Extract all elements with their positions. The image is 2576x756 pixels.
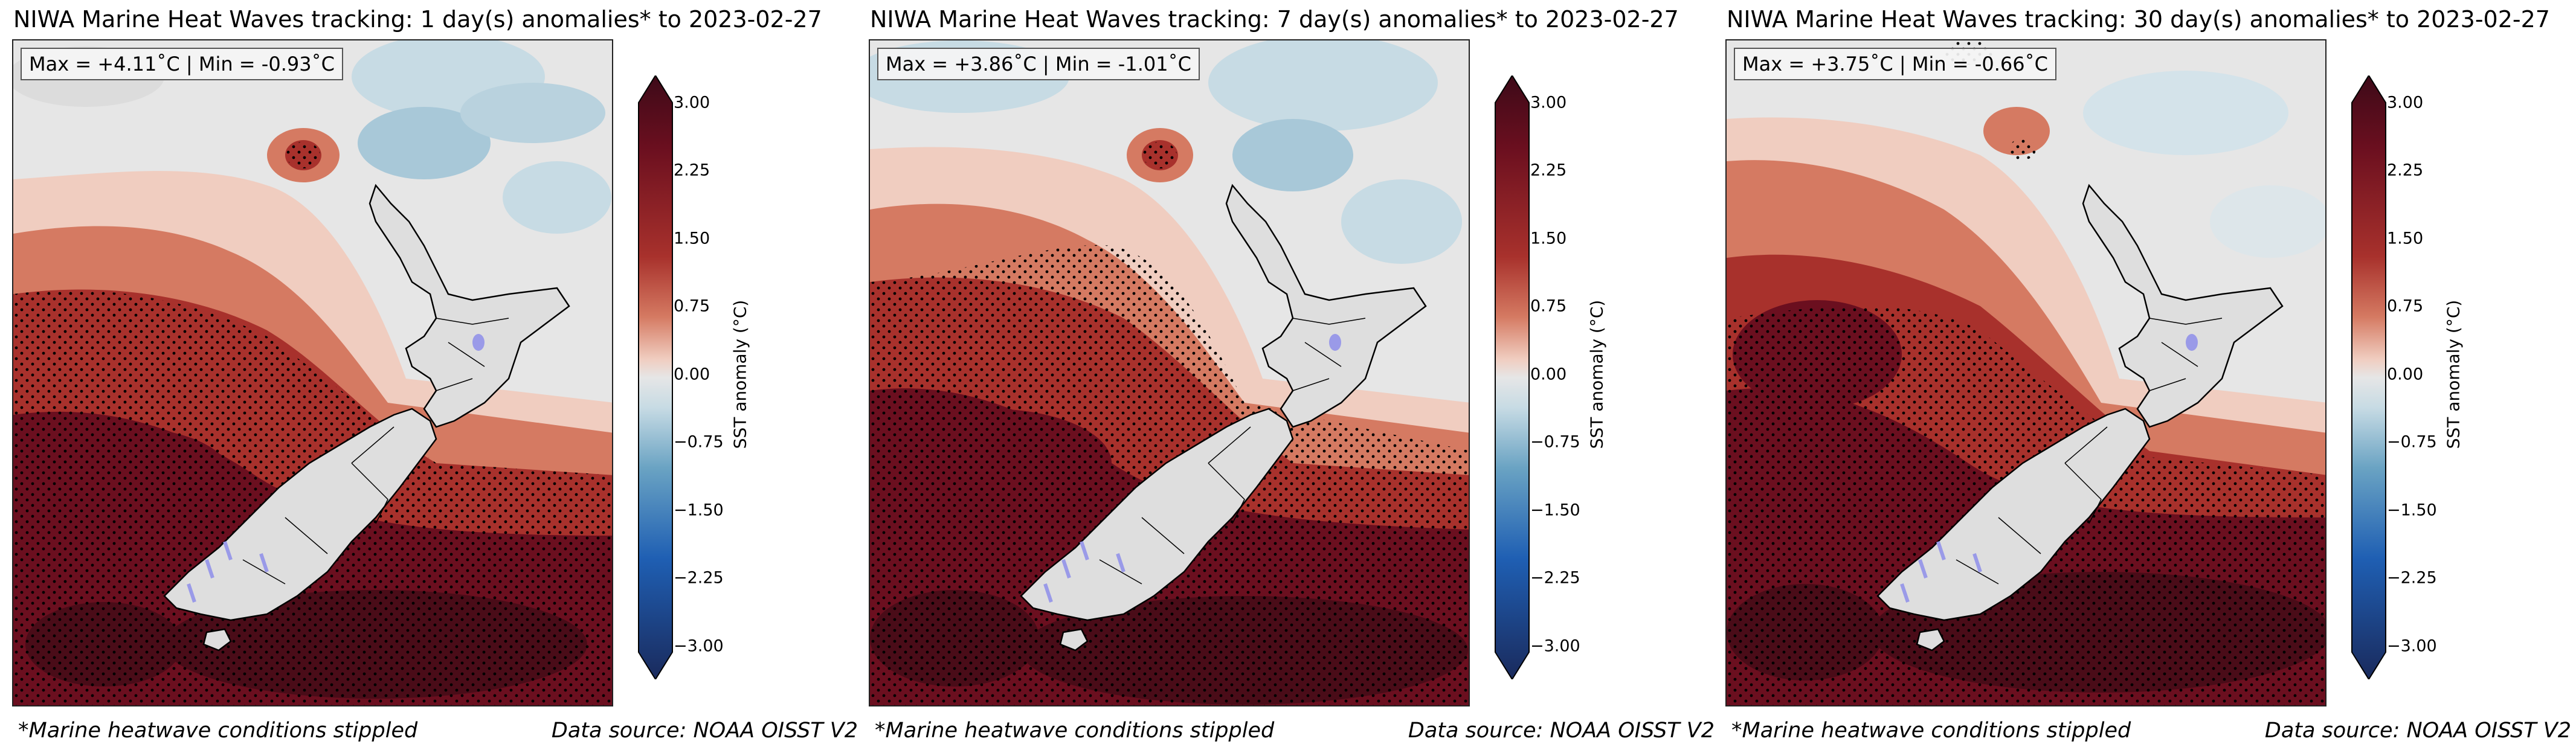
panel-title: NIWA Marine Heat Waves tracking: 7 day(s… <box>870 6 1679 33</box>
data-source: Data source: NOAA OISST V2 <box>2264 719 2571 743</box>
colorbar-graphic <box>2351 74 2386 681</box>
colorbar-tick: −1.50 <box>2387 501 2437 520</box>
map-graphic <box>13 40 612 705</box>
panel-title: NIWA Marine Heat Waves tracking: 1 day(s… <box>13 6 822 33</box>
colorbar-tick: −1.50 <box>674 501 724 520</box>
colorbar-tick: 1.50 <box>1530 229 1567 248</box>
anomaly-map[interactable]: Max = +3.86˚C | Min = -1.01˚C <box>869 39 1470 706</box>
colorbar-tick: 0.00 <box>674 365 710 384</box>
colorbar-tick: 3.00 <box>674 93 710 112</box>
panel-30-day: NIWA Marine Heat Waves tracking: 30 day(… <box>1713 0 2571 756</box>
colorbar-tick: 2.25 <box>674 161 710 180</box>
panel-1-day: NIWA Marine Heat Waves tracking: 1 day(s… <box>0 0 858 756</box>
colorbar-label: SST anomaly (°C) <box>730 300 750 449</box>
panel-7-day: NIWA Marine Heat Waves tracking: 7 day(s… <box>857 0 1715 756</box>
map-graphic <box>870 40 1469 705</box>
colorbar-tick: 0.75 <box>2387 296 2424 316</box>
stipple-note: *Marine heatwave conditions stippled <box>875 719 1275 743</box>
colorbar-tick: −2.25 <box>2387 568 2437 588</box>
colorbar-tick: 2.25 <box>1530 161 1567 180</box>
colorbar <box>2351 74 2387 681</box>
colorbar-tick: 1.50 <box>674 229 710 248</box>
anomaly-map[interactable]: Max = +4.11˚C | Min = -0.93˚C <box>12 39 613 706</box>
colorbar-tick: 0.00 <box>2387 365 2424 384</box>
panel-title: NIWA Marine Heat Waves tracking: 30 day(… <box>1727 6 2550 33</box>
colorbar-tick: −0.75 <box>2387 432 2437 452</box>
colorbar-tick: −3.00 <box>1530 636 1580 656</box>
colorbar-graphic <box>1495 74 1530 681</box>
anomaly-map[interactable]: Max = +3.75˚C | Min = -0.66˚C <box>1725 39 2326 706</box>
colorbar-tick: 0.75 <box>674 296 710 316</box>
colorbar-label: SST anomaly (°C) <box>1586 300 1607 449</box>
max-min-readout: Max = +3.75˚C | Min = -0.66˚C <box>1734 48 2056 80</box>
colorbar-graphic <box>638 74 673 681</box>
colorbar-tick: −1.50 <box>1530 501 1580 520</box>
max-min-readout: Max = +4.11˚C | Min = -0.93˚C <box>21 48 343 80</box>
colorbar-tick: −2.25 <box>1530 568 1580 588</box>
map-graphic <box>1727 40 2325 705</box>
colorbar-label: SST anomaly (°C) <box>2443 300 2464 449</box>
colorbar-tick: 0.00 <box>1530 365 1567 384</box>
data-source: Data source: NOAA OISST V2 <box>1408 719 1715 743</box>
colorbar-tick: −0.75 <box>674 432 724 452</box>
data-source: Data source: NOAA OISST V2 <box>551 719 858 743</box>
colorbar-tick: −3.00 <box>674 636 724 656</box>
max-min-readout: Max = +3.86˚C | Min = -1.01˚C <box>877 48 1200 80</box>
colorbar <box>1494 74 1530 681</box>
colorbar-tick: −2.25 <box>674 568 724 588</box>
colorbar-tick: −3.00 <box>2387 636 2437 656</box>
stipple-note: *Marine heatwave conditions stippled <box>18 719 418 743</box>
colorbar <box>637 74 674 681</box>
colorbar-tick: 1.50 <box>2387 229 2424 248</box>
colorbar-tick: 3.00 <box>1530 93 1567 112</box>
colorbar-tick: 2.25 <box>2387 161 2424 180</box>
stipple-note: *Marine heatwave conditions stippled <box>1731 719 2131 743</box>
colorbar-tick: 0.75 <box>1530 296 1567 316</box>
colorbar-tick: −0.75 <box>1530 432 1580 452</box>
colorbar-tick: 3.00 <box>2387 93 2424 112</box>
